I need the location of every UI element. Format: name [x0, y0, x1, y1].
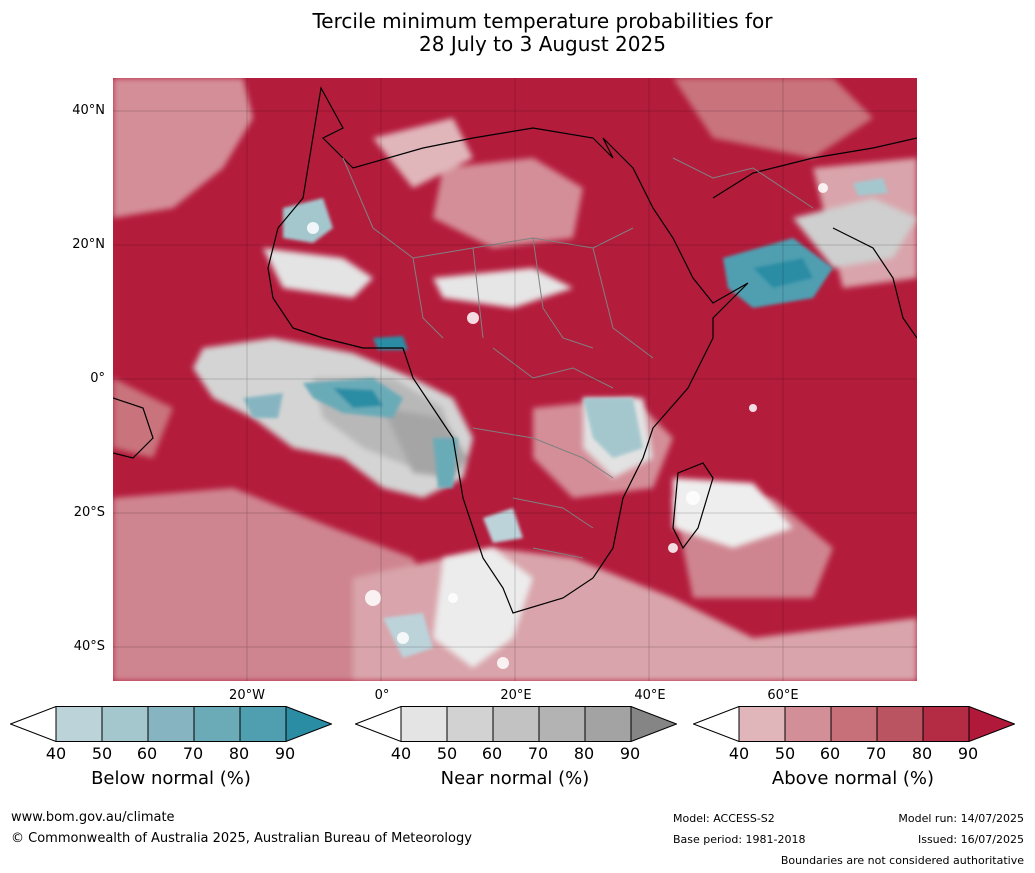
lon-label-40e: 40°E [634, 688, 666, 703]
model-run-text: Model run: 14/07/2025 [898, 812, 1024, 825]
colorbar-segment [446, 706, 494, 742]
colorbar-segment [101, 706, 149, 742]
colorbar-segment [492, 706, 540, 742]
below-tick-40: 40 [45, 744, 67, 763]
above-tick-90: 90 [957, 744, 979, 763]
lon-label-0: 0° [374, 688, 390, 703]
colorbar-right-arrow [285, 706, 332, 742]
near-tick-40: 40 [390, 744, 412, 763]
title-line-2: 28 July to 3 August 2025 [419, 32, 666, 56]
below-tick-90: 90 [274, 744, 296, 763]
website-link[interactable]: www.bom.gov.au/climate [11, 810, 175, 825]
colorbar-right-arrow [968, 706, 1015, 742]
country-borders [342, 157, 814, 559]
above-tick-40: 40 [728, 744, 750, 763]
colorbar-near-normal-svg [355, 706, 677, 742]
probability-map [113, 78, 917, 681]
colorbar-segment [400, 706, 448, 742]
graticule [113, 78, 917, 681]
map-title: Tercile minimum temperature probabilitie… [0, 10, 1035, 56]
below-tick-60: 60 [136, 744, 158, 763]
colorbar-segment [193, 706, 241, 742]
near-tick-90: 90 [619, 744, 641, 763]
near-tick-60: 60 [481, 744, 503, 763]
colorbar-segment [55, 706, 103, 742]
colorbar-segment [784, 706, 832, 742]
issued-text: Issued: 16/07/2025 [917, 833, 1024, 846]
below-tick-70: 70 [182, 744, 204, 763]
disclaimer-text: Boundaries are not considered authoritat… [780, 854, 1024, 867]
colorbar-segment [922, 706, 970, 742]
near-tick-70: 70 [527, 744, 549, 763]
colorbar-above-normal-svg [693, 706, 1015, 742]
below-normal-label: Below normal (%) [91, 768, 251, 789]
below-tick-80: 80 [228, 744, 250, 763]
lon-label-20e: 20°E [500, 688, 532, 703]
colorbar-left-arrow [693, 706, 740, 742]
below-tick-50: 50 [91, 744, 113, 763]
above-tick-80: 80 [911, 744, 933, 763]
colorbar-segment [738, 706, 786, 742]
lon-label-20w: 20°W [229, 688, 265, 703]
below-normal-areas [243, 178, 888, 658]
base-period-text: Base period: 1981-2018 [673, 833, 806, 846]
colorbar-above-normal [693, 706, 1015, 742]
colorbar-segment [239, 706, 287, 742]
lat-label-40n: 40°N [72, 103, 105, 118]
colorbar-segment [584, 706, 632, 742]
lat-label-40s: 40°S [73, 639, 105, 654]
model-text: Model: ACCESS-S2 [673, 812, 775, 825]
colorbar-segment [147, 706, 195, 742]
colorbar-left-arrow [10, 706, 57, 742]
colorbar-segment [830, 706, 878, 742]
colorbar-left-arrow [355, 706, 402, 742]
near-normal-label: Near normal (%) [440, 768, 590, 789]
above-tick-50: 50 [774, 744, 796, 763]
coastline [113, 86, 917, 614]
above-normal-label: Above normal (%) [771, 768, 935, 789]
lon-label-60e: 60°E [767, 688, 799, 703]
white-patches [307, 183, 828, 669]
near-tick-80: 80 [573, 744, 595, 763]
near-tick-50: 50 [436, 744, 458, 763]
above-tick-70: 70 [865, 744, 887, 763]
colorbar-segment [538, 706, 586, 742]
copyright-text: © Commonwealth of Australia 2025, Austra… [11, 831, 472, 846]
colorbar-below-normal [10, 706, 332, 742]
colorbar-near-normal [355, 706, 677, 742]
lat-label-20s: 20°S [73, 505, 105, 520]
lat-label-20n: 20°N [72, 237, 105, 252]
above-tick-60: 60 [819, 744, 841, 763]
title-line-1: Tercile minimum temperature probabilitie… [312, 9, 773, 33]
map-svg [113, 78, 917, 681]
colorbar-segment [876, 706, 924, 742]
colorbar-below-normal-svg [10, 706, 332, 742]
lat-label-0: 0° [90, 371, 105, 386]
colorbar-right-arrow [630, 706, 677, 742]
